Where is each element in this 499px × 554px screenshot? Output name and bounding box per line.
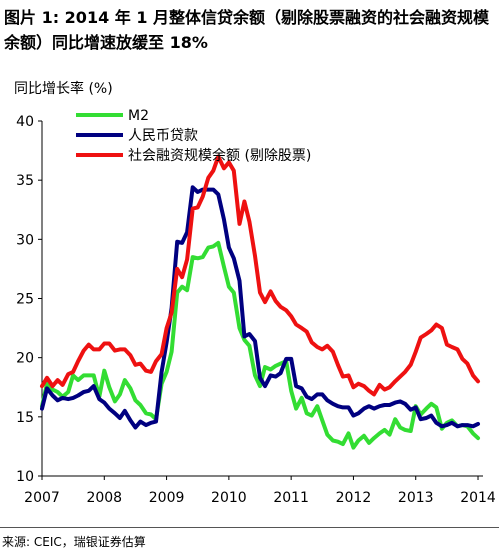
y-tick-label: 40 [16,114,34,130]
x-tick-label: 2010 [211,490,247,506]
x-tick-label: 2007 [24,490,60,506]
y-tick-label: 15 [16,410,34,426]
series-line-2 [40,185,480,430]
x-tick-label: 2013 [398,490,434,506]
legend-label-2: 人民币贷款 [128,128,198,144]
x-tick-label: 2014 [460,490,496,506]
x-tick-label: 2008 [86,490,122,506]
x-tick-label: 2009 [149,490,185,506]
legend-label-3: 社会融资规模余额 (剔除股票) [128,147,311,164]
y-tick-label: 25 [16,292,34,308]
series-line-3 [40,154,480,397]
divider [0,527,499,528]
x-tick-label: 2011 [273,490,309,506]
y-tick-label: 20 [16,351,34,367]
y-tick-label: 10 [16,469,34,485]
axes: 10 15 20 25 30 35 40 2007 2008 2009 2010 2011 2012 20… [16,114,496,506]
series-lines [40,154,480,450]
series-line-1 [40,240,480,450]
x-tick-label: 2012 [336,490,372,506]
y-tick-label: 35 [16,173,34,189]
y-axis-label: 同比增长率 (%) [14,80,113,97]
source-note: 来源: CEIC，瑞银证券估算 [2,535,146,549]
y-tick-label: 30 [16,232,34,248]
legend-label-1: M2 [128,108,149,124]
chart-title: 图片 1: 2014 年 1 月整体信贷余额（剔除股票融资的社会融资规模余额）同… [4,8,490,52]
